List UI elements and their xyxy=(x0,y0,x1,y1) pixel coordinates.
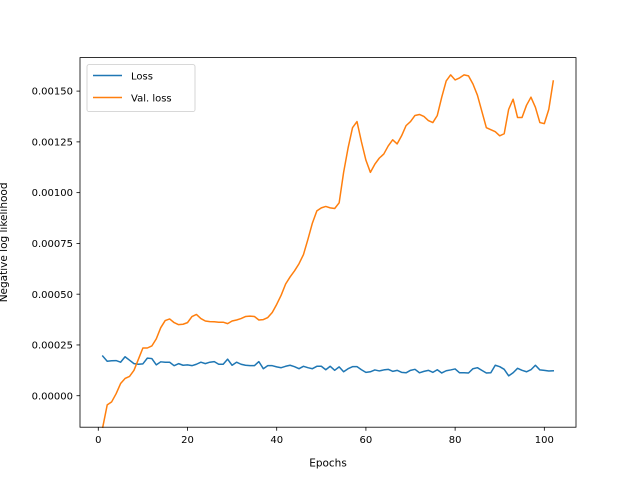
y-tick-label: 0.00150 xyxy=(32,87,73,98)
x-tick-label: 40 xyxy=(270,435,283,446)
axes-frame xyxy=(79,57,577,428)
series-line-loss xyxy=(101,355,555,377)
x-tick-label: 60 xyxy=(360,435,373,446)
y-axis-label: Negative log likelihood xyxy=(0,182,10,302)
x-tick-label: 80 xyxy=(449,435,462,446)
legend-label-val-loss: Val. loss xyxy=(131,94,172,105)
y-tick-label: 0.00050 xyxy=(32,290,73,301)
legend: Loss Val. loss xyxy=(86,64,196,112)
legend-box xyxy=(86,64,196,112)
y-tick-label: 0.00075 xyxy=(32,239,73,250)
x-axis-ticks: 0 20 40 60 80 100 xyxy=(95,427,554,446)
plot-area xyxy=(101,74,555,429)
y-axis-ticks: 0.00000 0.00025 0.00050 0.00075 0.00100 0.001… xyxy=(32,87,80,402)
x-tick-label: 100 xyxy=(535,435,554,446)
legend-label-loss: Loss xyxy=(131,72,153,83)
y-tick-label: 0.00000 xyxy=(32,391,73,402)
y-tick-label: 0.00125 xyxy=(32,137,73,148)
series-line-val-loss xyxy=(101,74,555,429)
x-tick-label: 0 xyxy=(95,435,101,446)
y-tick-label: 0.00100 xyxy=(32,188,73,199)
x-axis-label: Epochs xyxy=(309,458,347,470)
x-tick-label: 20 xyxy=(181,435,194,446)
y-tick-label: 0.00025 xyxy=(32,341,73,352)
